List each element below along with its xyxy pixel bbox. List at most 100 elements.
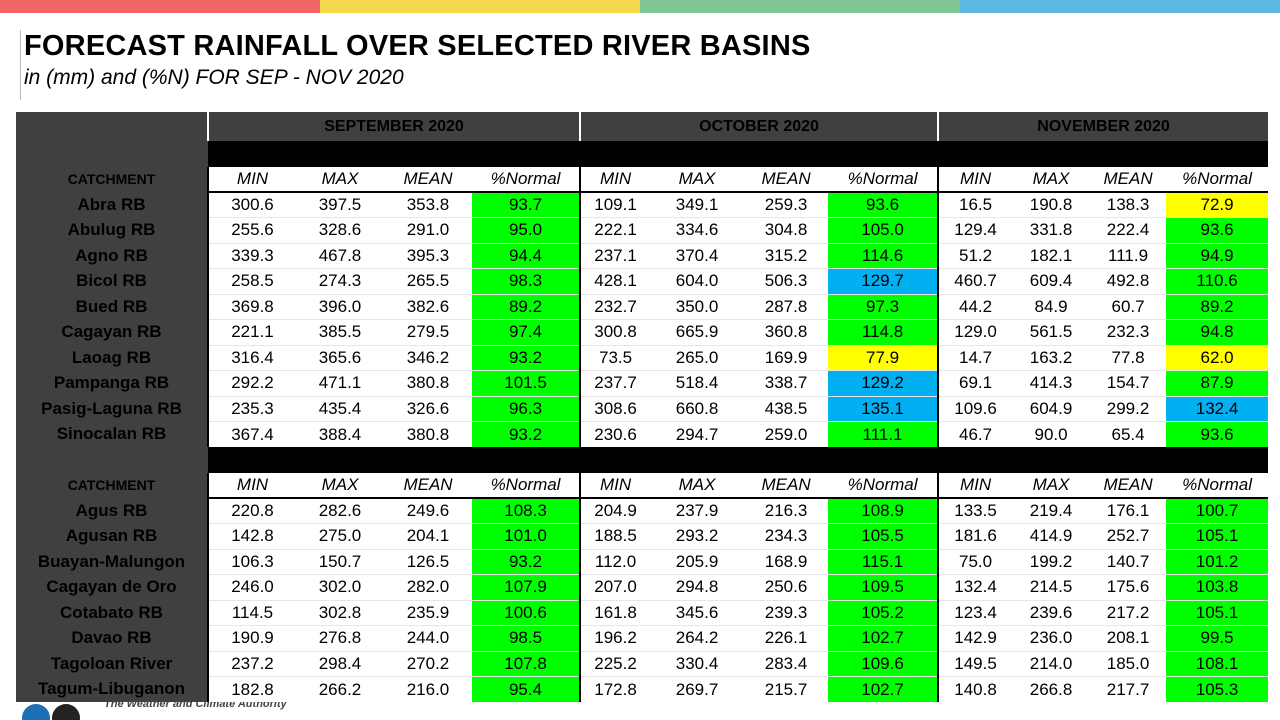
percent-normal-cell: 105.1	[1166, 523, 1269, 550]
table-row: Sinocalan RB 367.4 388.4 380.8 93.2 230.6 294.…	[16, 421, 1269, 447]
value-cell: 259.0	[744, 421, 829, 447]
column-header: MIN	[207, 472, 296, 499]
percent-normal-cell: 94.4	[472, 243, 581, 269]
value-cell: 270.2	[384, 651, 472, 677]
percent-normal-cell: 97.3	[828, 294, 939, 320]
value-cell: 73.5	[579, 345, 651, 371]
percent-normal-cell: 111.1	[828, 421, 939, 447]
value-cell: 435.4	[296, 396, 384, 422]
value-cell: 237.1	[579, 243, 651, 269]
value-cell: 181.6	[937, 523, 1013, 550]
value-cell: 266.2	[296, 676, 384, 702]
percent-normal-cell: 105.3	[1166, 676, 1269, 702]
column-header: %Normal	[472, 472, 581, 499]
percent-normal-cell: 93.6	[1166, 217, 1269, 244]
table-row: Pasig-Laguna RB 235.3 435.4 326.6 96.3 308.6 6…	[16, 396, 1269, 422]
percent-normal-cell: 129.2	[828, 370, 939, 397]
column-header: %Normal	[828, 472, 939, 499]
value-cell: 265.0	[650, 345, 745, 371]
table-row: Bued RB 369.8 396.0 382.6 89.2 232.7 350.0 287.…	[16, 294, 1269, 320]
table-row: Bicol RB 258.5 274.3 265.5 98.3 428.1 604.0 506…	[16, 268, 1269, 295]
value-cell: 255.6	[207, 217, 296, 244]
value-cell: 287.8	[744, 294, 829, 320]
value-cell: 265.5	[384, 268, 472, 295]
basin-name: Bicol RB	[16, 268, 208, 294]
section-title: MINDANAO	[208, 447, 1269, 473]
value-cell: 339.3	[207, 243, 296, 269]
section-label-cell	[16, 447, 208, 473]
percent-normal-cell: 100.7	[1166, 498, 1269, 524]
value-cell: 132.4	[937, 574, 1013, 601]
column-header: MIN	[579, 166, 651, 193]
value-cell: 382.6	[384, 294, 472, 320]
value-cell: 123.4	[937, 600, 1013, 626]
value-cell: 460.7	[937, 268, 1013, 295]
percent-normal-cell: 115.1	[828, 549, 939, 575]
percent-normal-cell: 93.7	[472, 192, 581, 218]
table-row: Agus RB 220.8 282.6 249.6 108.3 204.9 237.9 216…	[16, 498, 1269, 524]
percent-normal-cell: 72.9	[1166, 192, 1269, 218]
basin-name: Bued RB	[16, 294, 208, 320]
column-header: %Normal	[1166, 166, 1269, 193]
value-cell: 259.3	[744, 192, 829, 218]
value-cell: 208.1	[1090, 625, 1167, 652]
value-cell: 349.1	[650, 192, 745, 218]
value-cell: 370.4	[650, 243, 745, 269]
value-cell: 353.8	[384, 192, 472, 218]
value-cell: 207.0	[579, 574, 651, 601]
table-row: Abulug RB 255.6 328.6 291.0 95.0 222.1 334.6 30…	[16, 217, 1269, 244]
column-header: MIN	[937, 472, 1013, 499]
value-cell: 75.0	[937, 549, 1013, 575]
table-row: Cagayan RB 221.1 385.5 279.5 97.4 300.8 665.9 3…	[16, 319, 1269, 346]
value-cell: 239.3	[744, 600, 829, 626]
percent-normal-cell: 101.0	[472, 523, 581, 550]
value-cell: 204.9	[579, 498, 651, 524]
value-cell: 246.0	[207, 574, 296, 601]
percent-normal-cell: 101.2	[1166, 549, 1269, 575]
column-header: %Normal	[472, 166, 581, 193]
value-cell: 298.4	[296, 651, 384, 677]
column-header: %Normal	[828, 166, 939, 193]
value-cell: 214.5	[1012, 574, 1091, 601]
basin-name: Abra RB	[16, 192, 208, 218]
value-cell: 219.4	[1012, 498, 1091, 524]
column-header: MAX	[1012, 166, 1091, 193]
value-cell: 609.4	[1012, 268, 1091, 295]
value-cell: 14.7	[937, 345, 1013, 371]
basin-name: Cagayan de Oro	[16, 574, 208, 600]
column-header: MAX	[296, 166, 384, 193]
column-header: MAX	[650, 166, 745, 193]
value-cell: 129.4	[937, 217, 1013, 244]
column-header-row: CATCHMENT MIN MAX MEAN %Normal MIN MAX MEAN %Nor…	[16, 472, 1269, 499]
value-cell: 138.3	[1090, 192, 1167, 218]
value-cell: 106.3	[207, 549, 296, 575]
section-title: LUZON	[208, 141, 1269, 167]
percent-normal-cell: 108.3	[472, 498, 581, 524]
table-row: Laoag RB 316.4 365.6 346.2 93.2 73.5 265.0 169.…	[16, 345, 1269, 371]
table-row: Agusan RB 142.8 275.0 204.1 101.0 188.5 293.2 2…	[16, 523, 1269, 550]
value-cell: 236.0	[1012, 625, 1091, 652]
percent-normal-cell: 98.3	[472, 268, 581, 295]
value-cell: 232.7	[579, 294, 651, 320]
value-cell: 226.1	[744, 625, 829, 652]
column-header: MEAN	[1090, 472, 1167, 499]
value-cell: 204.1	[384, 523, 472, 550]
basin-name: Sinocalan RB	[16, 421, 208, 447]
table-row: Cotabato RB 114.5 302.8 235.9 100.6 161.8 345.…	[16, 600, 1269, 626]
value-cell: 428.1	[579, 268, 651, 295]
table-row: Tagum-Libuganon 182.8 266.2 216.0 95.4 172.8 2…	[16, 676, 1269, 702]
percent-normal-cell: 101.5	[472, 370, 581, 397]
month-header-row: SEPTEMBER 2020 OCTOBER 2020 NOVEMBER 2020	[16, 112, 1269, 141]
rainfall-table: SEPTEMBER 2020 OCTOBER 2020 NOVEMBER 2020 L…	[16, 112, 1269, 702]
value-cell: 234.3	[744, 523, 829, 550]
percent-normal-cell: 135.1	[828, 396, 939, 422]
percent-normal-cell: 114.8	[828, 319, 939, 346]
value-cell: 275.0	[296, 523, 384, 550]
value-cell: 249.6	[384, 498, 472, 524]
table-row: Agno RB 339.3 467.8 395.3 94.4 237.1 370.4 315.…	[16, 243, 1269, 269]
value-cell: 205.9	[650, 549, 745, 575]
column-header: MEAN	[1090, 166, 1167, 193]
value-cell: 258.5	[207, 268, 296, 295]
value-cell: 46.7	[937, 421, 1013, 447]
percent-normal-cell: 94.9	[1166, 243, 1269, 269]
